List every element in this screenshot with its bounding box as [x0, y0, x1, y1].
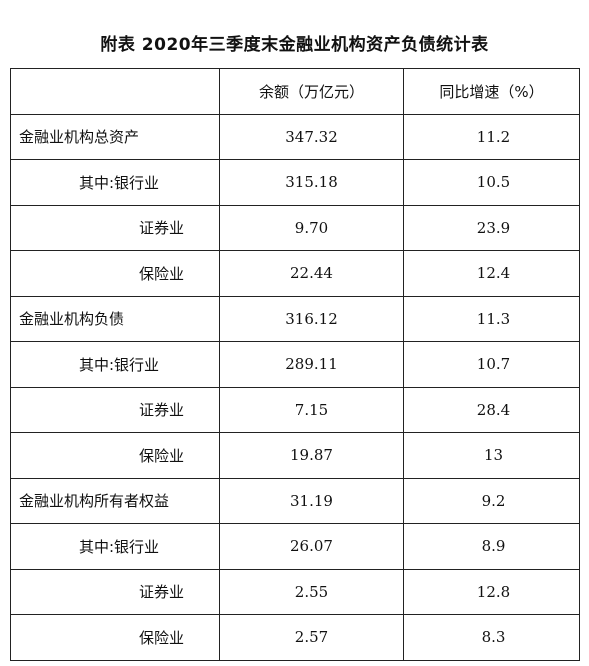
row-label: 保险业	[10, 432, 220, 479]
table-row: 保险业 19.87 13	[10, 432, 580, 479]
header-row: 余额（万亿元） 同比增速（%）	[10, 68, 580, 115]
balance-value: 9.70	[219, 204, 404, 251]
row-label: 其中:银行业	[10, 341, 220, 388]
growth-value: 23.9	[403, 204, 580, 251]
table-row: 证券业 2.55 12.8	[10, 568, 580, 615]
table-row: 其中:银行业 26.07 8.9	[10, 523, 580, 570]
balance-value: 2.55	[219, 568, 404, 615]
balance-value: 315.18	[219, 159, 404, 206]
table-row: 其中:银行业 315.18 10.5	[10, 159, 580, 206]
balance-value: 7.15	[219, 386, 404, 433]
balance-value: 19.87	[219, 432, 404, 479]
row-label: 其中:银行业	[10, 523, 220, 570]
growth-value: 12.8	[403, 568, 580, 615]
growth-value: 10.5	[403, 159, 580, 206]
growth-value: 13	[403, 432, 580, 479]
balance-value: 347.32	[219, 113, 404, 160]
table-row: 保险业 22.44 12.4	[10, 250, 580, 297]
balance-value: 26.07	[219, 523, 404, 570]
table-row: 金融业机构负债 316.12 11.3	[10, 295, 580, 342]
row-label: 证券业	[10, 204, 220, 251]
row-label: 金融业机构所有者权益	[10, 477, 220, 524]
row-label: 金融业机构负债	[10, 295, 220, 342]
row-label: 金融业机构总资产	[10, 113, 220, 160]
growth-value: 12.4	[403, 250, 580, 297]
row-label: 其中:银行业	[10, 159, 220, 206]
row-label: 保险业	[10, 250, 220, 297]
table-row: 金融业机构所有者权益 31.19 9.2	[10, 477, 580, 524]
table-row: 证券业 9.70 23.9	[10, 204, 580, 251]
header-empty	[10, 68, 220, 115]
growth-value: 11.2	[403, 113, 580, 160]
header-balance: 余额（万亿元）	[219, 68, 404, 115]
balance-sheet-table: 余额（万亿元） 同比增速（%） 金融业机构总资产 347.32 11.2 其中:…	[10, 68, 580, 661]
growth-value: 10.7	[403, 341, 580, 388]
balance-value: 31.19	[219, 477, 404, 524]
row-label: 保险业	[10, 614, 220, 661]
balance-value: 2.57	[219, 614, 404, 661]
growth-value: 8.3	[403, 614, 580, 661]
table-row: 其中:银行业 289.11 10.7	[10, 341, 580, 388]
balance-value: 289.11	[219, 341, 404, 388]
table-row: 保险业 2.57 8.3	[10, 614, 580, 661]
header-growth: 同比增速（%）	[403, 68, 580, 115]
table-row: 证券业 7.15 28.4	[10, 386, 580, 433]
table-row: 金融业机构总资产 347.32 11.2	[10, 113, 580, 160]
growth-value: 28.4	[403, 386, 580, 433]
growth-value: 8.9	[403, 523, 580, 570]
balance-value: 22.44	[219, 250, 404, 297]
balance-value: 316.12	[219, 295, 404, 342]
growth-value: 9.2	[403, 477, 580, 524]
table-title: 附表 2020年三季度末金融业机构资产负债统计表	[100, 35, 489, 55]
growth-value: 11.3	[403, 295, 580, 342]
row-label: 证券业	[10, 568, 220, 615]
row-label: 证券业	[10, 386, 220, 433]
